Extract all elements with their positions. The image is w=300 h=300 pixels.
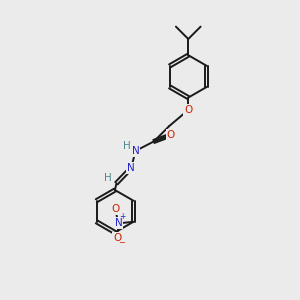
Text: O: O bbox=[113, 233, 121, 243]
Text: +: + bbox=[119, 212, 126, 221]
Text: O: O bbox=[167, 130, 175, 140]
Text: O: O bbox=[111, 204, 119, 214]
Text: H: H bbox=[123, 141, 130, 151]
Text: N: N bbox=[115, 218, 122, 228]
Text: O: O bbox=[184, 105, 192, 115]
Text: H: H bbox=[104, 173, 112, 183]
Text: −: − bbox=[118, 238, 125, 247]
Text: N: N bbox=[127, 163, 135, 173]
Text: N: N bbox=[132, 146, 140, 156]
